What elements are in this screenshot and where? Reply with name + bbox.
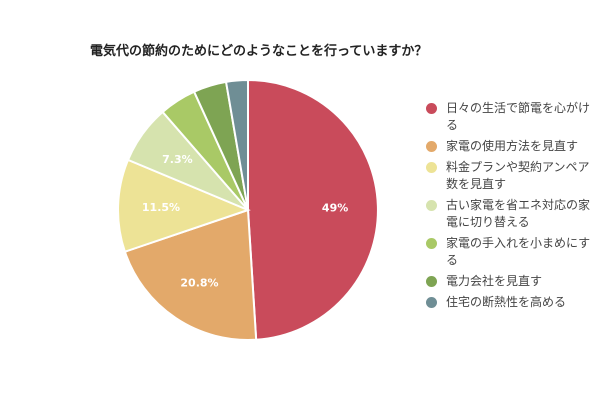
legend-label-4: 古い家電を省エネ対応の家電に切り替える xyxy=(446,198,591,229)
slice-label-1: 49% xyxy=(322,201,348,214)
legend-swatch-5 xyxy=(426,238,437,249)
legend-label-5: 家電の手入れを小まめにする xyxy=(446,236,591,267)
legend-label-1: 日々の生活で節電を心がける xyxy=(446,101,591,132)
legend-label-2: 家電の使用方法を見直す xyxy=(446,139,579,153)
pie-slice-1 xyxy=(247,78,379,341)
legend-swatch-6 xyxy=(426,276,437,287)
legend-label-3: 料金プランや契約アンペア数を見直す xyxy=(446,160,590,191)
legend-item-1: 日々の生活で節電を心がける xyxy=(418,100,596,134)
pie-slice-2 xyxy=(123,208,258,341)
legend-swatch-7 xyxy=(426,297,437,308)
legend-swatch-2 xyxy=(426,141,437,152)
legend-item-3: 料金プランや契約アンペア数を見直す xyxy=(418,159,596,193)
legend-swatch-1 xyxy=(426,103,437,114)
legend-label-7: 住宅の断熱性を高める xyxy=(446,295,567,309)
chart-title: 電気代の節約のためにどのようなことを行っていますか？ xyxy=(90,44,428,59)
slice-label-2: 20.8% xyxy=(180,276,218,289)
legend-label-6: 電力会社を見直す xyxy=(446,274,543,288)
legend-item-2: 家電の使用方法を見直す xyxy=(418,138,596,155)
pie-slice-7 xyxy=(224,78,249,211)
slice-label-4: 7.3% xyxy=(162,153,193,166)
legend-item-6: 電力会社を見直す xyxy=(418,273,596,290)
pie-slice-3 xyxy=(117,158,251,253)
legend-item-5: 家電の手入れを小まめにする xyxy=(418,235,596,269)
legend-swatch-4 xyxy=(426,200,437,211)
slice-label-3: 11.5% xyxy=(142,201,180,214)
legend-swatch-3 xyxy=(426,162,437,173)
legend: 日々の生活で節電を心がける家電の使用方法を見直す料金プランや契約アンペア数を見直… xyxy=(418,100,596,315)
legend-item-4: 古い家電を省エネ対応の家電に切り替える xyxy=(418,197,596,231)
legend-item-7: 住宅の断熱性を高める xyxy=(418,294,596,311)
